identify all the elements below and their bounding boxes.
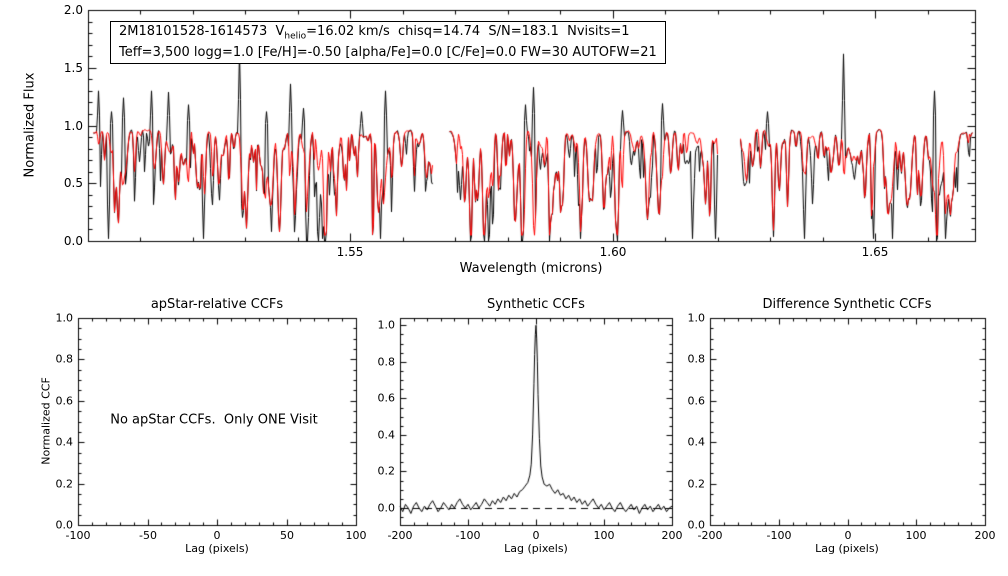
info-line-2: Teff=3,500 logg=1.0 [Fe/H]=-0.50 [alpha/… — [119, 44, 657, 60]
info-line-1-pre: 2M18101528-1614573 V — [119, 24, 285, 39]
info-line-1-subscript: helio — [284, 31, 307, 42]
info-line-1-post: =16.02 km/s chisq=14.74 S/N=183.1 Nvisit… — [306, 24, 630, 39]
spectrum-info-box: 2M18101528-1614573 Vhelio=16.02 km/s chi… — [110, 21, 666, 64]
info-line-1: 2M18101528-1614573 Vhelio=16.02 km/s chi… — [119, 24, 657, 45]
